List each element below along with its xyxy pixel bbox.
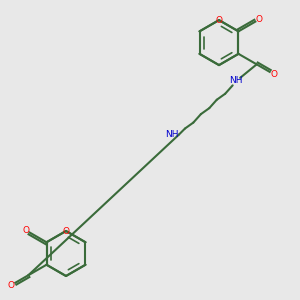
Text: O: O <box>62 226 70 236</box>
Text: O: O <box>8 280 15 290</box>
Text: O: O <box>215 16 223 25</box>
Text: NH: NH <box>229 76 242 85</box>
Text: O: O <box>270 70 277 79</box>
Text: O: O <box>256 15 263 24</box>
Text: O: O <box>22 226 29 235</box>
Text: NH: NH <box>166 130 179 139</box>
